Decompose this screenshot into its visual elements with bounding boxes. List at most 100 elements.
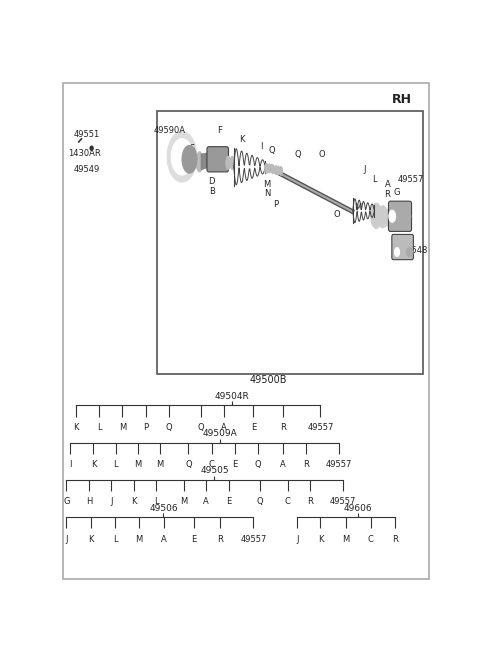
Text: 49549: 49549 xyxy=(74,165,100,174)
Text: N: N xyxy=(264,189,270,198)
Text: P: P xyxy=(273,200,278,209)
Text: I: I xyxy=(260,142,262,151)
Text: P: P xyxy=(143,422,148,432)
Text: 49506: 49506 xyxy=(149,504,178,513)
Ellipse shape xyxy=(182,145,197,173)
Text: Q: Q xyxy=(295,150,301,159)
Text: R: R xyxy=(307,497,313,506)
Text: 49509A: 49509A xyxy=(203,429,237,438)
Text: R: R xyxy=(280,422,286,432)
Text: A: A xyxy=(221,422,227,432)
Text: M: M xyxy=(180,497,188,506)
Text: 49557: 49557 xyxy=(397,175,424,184)
Text: Q: Q xyxy=(185,460,192,469)
Text: R: R xyxy=(303,460,309,469)
Text: C: C xyxy=(209,460,215,469)
Text: Q: Q xyxy=(257,497,264,506)
Text: J: J xyxy=(363,165,366,174)
Text: RH: RH xyxy=(392,93,411,105)
Ellipse shape xyxy=(371,203,382,229)
Text: C: C xyxy=(285,497,290,506)
Ellipse shape xyxy=(196,152,203,172)
Text: O: O xyxy=(334,210,340,219)
Ellipse shape xyxy=(395,248,400,257)
Ellipse shape xyxy=(267,164,271,173)
Text: R: R xyxy=(217,534,223,544)
Polygon shape xyxy=(202,152,216,170)
Text: Q: Q xyxy=(269,145,276,155)
Text: E: E xyxy=(381,216,386,225)
Text: B: B xyxy=(209,187,215,196)
Text: L: L xyxy=(154,497,158,506)
Text: Q: Q xyxy=(255,460,262,469)
Ellipse shape xyxy=(167,132,197,182)
Text: K: K xyxy=(240,135,245,143)
Text: K: K xyxy=(318,534,323,544)
Circle shape xyxy=(407,248,413,257)
Circle shape xyxy=(405,212,411,220)
Text: L: L xyxy=(113,534,118,544)
Text: R: R xyxy=(392,534,398,544)
Ellipse shape xyxy=(171,139,193,175)
Ellipse shape xyxy=(226,157,230,170)
Text: A: A xyxy=(161,534,167,544)
Text: K: K xyxy=(88,534,94,544)
Ellipse shape xyxy=(389,210,396,222)
FancyBboxPatch shape xyxy=(388,201,411,231)
Text: L: L xyxy=(372,175,377,184)
Ellipse shape xyxy=(279,166,283,176)
Text: M: M xyxy=(136,534,143,544)
Text: 49590A: 49590A xyxy=(154,126,186,135)
Text: 49500B: 49500B xyxy=(250,375,287,384)
Circle shape xyxy=(90,146,93,150)
Ellipse shape xyxy=(264,163,268,174)
Text: M: M xyxy=(119,422,126,432)
Text: K: K xyxy=(91,460,96,469)
Text: H: H xyxy=(86,497,92,506)
Text: S: S xyxy=(190,143,195,153)
Text: A: A xyxy=(204,497,209,506)
Text: Q: Q xyxy=(166,422,172,432)
Text: A: A xyxy=(384,180,390,189)
Text: G: G xyxy=(63,497,70,506)
Text: C: C xyxy=(368,534,373,544)
Text: 49505: 49505 xyxy=(200,466,228,476)
Text: Q: Q xyxy=(197,422,204,432)
Text: 49557: 49557 xyxy=(307,422,334,432)
Text: E: E xyxy=(226,497,231,506)
Ellipse shape xyxy=(270,164,274,172)
Text: K: K xyxy=(131,497,136,506)
Text: J: J xyxy=(110,497,113,506)
Text: M: M xyxy=(342,534,349,544)
Text: A: A xyxy=(280,460,286,469)
FancyBboxPatch shape xyxy=(392,234,413,259)
Text: E: E xyxy=(232,460,238,469)
Text: E: E xyxy=(192,534,196,544)
Text: 49557: 49557 xyxy=(330,497,356,506)
Text: 49557: 49557 xyxy=(326,460,352,469)
Text: J: J xyxy=(65,534,68,544)
Text: M: M xyxy=(264,180,271,189)
Text: L: L xyxy=(97,422,101,432)
FancyBboxPatch shape xyxy=(207,147,228,172)
Text: E: E xyxy=(251,422,256,432)
Text: F: F xyxy=(217,126,222,135)
Text: I: I xyxy=(69,460,72,469)
Text: D: D xyxy=(208,178,215,187)
Text: 49557: 49557 xyxy=(240,534,266,544)
Text: K: K xyxy=(73,422,78,432)
Ellipse shape xyxy=(378,206,387,228)
Text: 49606: 49606 xyxy=(343,504,372,513)
Text: O: O xyxy=(319,150,325,159)
Text: R: R xyxy=(384,190,390,199)
Ellipse shape xyxy=(274,165,277,174)
Ellipse shape xyxy=(230,157,234,170)
Text: M: M xyxy=(156,460,163,469)
Text: 49504R: 49504R xyxy=(215,392,250,401)
Bar xyxy=(156,111,423,373)
Text: H: H xyxy=(396,240,402,248)
Text: G: G xyxy=(394,187,400,196)
Ellipse shape xyxy=(276,166,280,175)
Text: 49551: 49551 xyxy=(74,130,100,139)
Ellipse shape xyxy=(271,165,275,174)
